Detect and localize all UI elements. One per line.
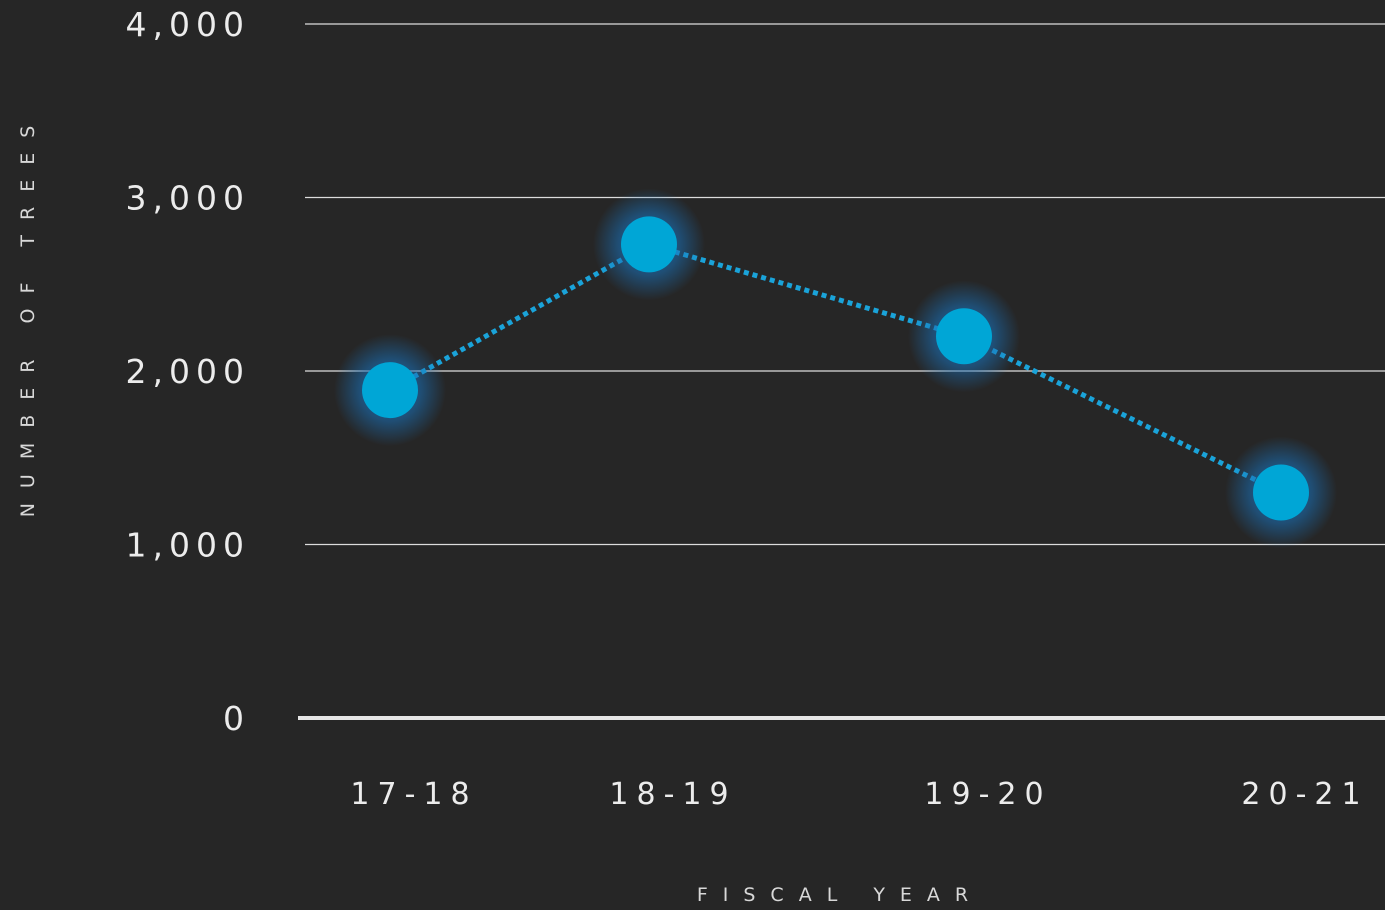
data-point bbox=[936, 308, 992, 365]
x-axis-tick-labels: 17-18 18-19 19-20 20-21 bbox=[350, 777, 1368, 812]
x-tick-label: 17-18 bbox=[350, 777, 477, 812]
x-tick-label: 20-21 bbox=[1241, 777, 1368, 812]
y-tick-label: 1,000 bbox=[126, 526, 250, 565]
gridlines bbox=[298, 23, 1385, 720]
y-tick-label: 0 bbox=[223, 699, 250, 738]
x-tick-label: 19-20 bbox=[924, 777, 1051, 812]
series-line bbox=[388, 241, 1283, 495]
x-axis-title: FISCAL YEAR bbox=[697, 884, 983, 906]
y-axis-title: NUMBER OF TREES bbox=[17, 111, 39, 518]
y-tick-label: 3,000 bbox=[126, 179, 250, 218]
data-point bbox=[362, 362, 418, 419]
series-line-path bbox=[388, 241, 1283, 495]
data-point bbox=[1253, 464, 1309, 521]
y-axis-tick-labels: 0 1,000 2,000 3,000 4,000 bbox=[126, 5, 250, 738]
y-tick-label: 4,000 bbox=[126, 5, 250, 44]
y-tick-label: 2,000 bbox=[126, 352, 250, 391]
data-point bbox=[621, 216, 677, 273]
x-tick-label: 18-19 bbox=[609, 777, 736, 812]
series-points bbox=[334, 188, 1337, 549]
